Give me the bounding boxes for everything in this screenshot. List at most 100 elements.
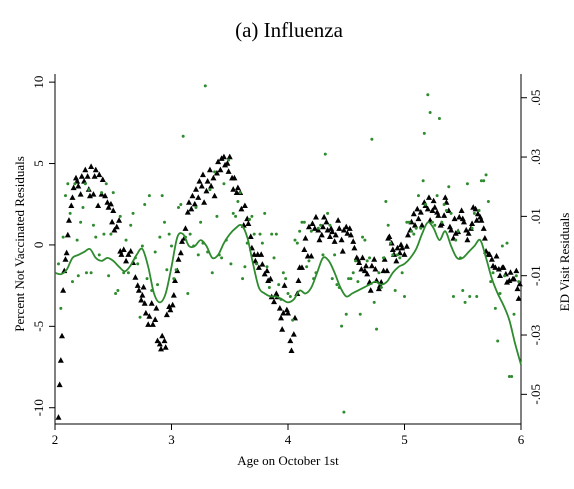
vaccination-residual-marker bbox=[247, 233, 254, 239]
vaccination-residual-marker bbox=[215, 158, 222, 165]
vaccination-residual-marker bbox=[105, 204, 112, 210]
vaccination-residual-marker bbox=[120, 246, 127, 253]
vaccination-residual-marker bbox=[116, 217, 123, 223]
vaccination-residual-marker bbox=[381, 256, 388, 262]
y-axis-left: -10 -5 0 5 10 bbox=[31, 76, 55, 416]
ed-visit-residual-dot bbox=[375, 327, 379, 331]
ed-visit-residual-dot bbox=[335, 283, 339, 287]
vaccination-residual-marker bbox=[361, 267, 368, 274]
vaccination-residual-marker bbox=[513, 267, 520, 274]
vaccination-residual-marker bbox=[63, 249, 70, 256]
ed-visit-residual-dot bbox=[396, 253, 400, 257]
ed-visit-residual-dot bbox=[100, 191, 104, 195]
ed-visit-residual-dot bbox=[307, 259, 311, 263]
ed-visit-residual-dot bbox=[243, 265, 247, 269]
ed-visit-residual-dot bbox=[319, 223, 323, 227]
ed-visit-residual-dot bbox=[370, 137, 374, 141]
ed-visit-residual-dot bbox=[229, 262, 233, 266]
vaccination-residual-marker bbox=[386, 233, 393, 239]
x-tick-label: 2 bbox=[52, 432, 59, 447]
ed-visit-residual-dot bbox=[302, 220, 306, 224]
vaccination-residual-marker bbox=[170, 291, 177, 298]
ed-visit-residual-dot bbox=[252, 232, 256, 236]
ed-visit-residual-dot bbox=[430, 220, 434, 224]
ed-visit-residual-dot bbox=[76, 274, 80, 278]
vaccination-residual-marker bbox=[169, 301, 176, 308]
vaccination-residual-marker bbox=[156, 340, 163, 347]
vaccination-residual-marker bbox=[241, 202, 248, 209]
ed-visit-residual-dot bbox=[507, 375, 511, 379]
ed-visit-residual-dot bbox=[145, 277, 149, 281]
ed-visit-residual-dot bbox=[260, 241, 264, 245]
vaccination-residual-marker bbox=[347, 231, 354, 238]
vaccination-residual-marker bbox=[134, 282, 141, 288]
vaccination-residual-marker bbox=[393, 257, 400, 264]
vaccination-residual-marker bbox=[149, 321, 156, 327]
vaccination-residual-marker bbox=[363, 262, 370, 269]
vaccination-residual-marker bbox=[514, 285, 521, 292]
vaccination-residual-marker bbox=[338, 236, 345, 243]
vaccination-residual-marker bbox=[153, 305, 160, 311]
vaccination-residual-marker bbox=[81, 178, 88, 184]
ed-visit-residual-dot bbox=[510, 375, 514, 379]
ed-visit-residual-dot bbox=[344, 312, 348, 316]
vaccination-residual-marker bbox=[323, 218, 330, 225]
ed-visit-residual-dot bbox=[138, 315, 142, 319]
ed-visit-residual-dot bbox=[102, 232, 106, 236]
ed-visit-residual-dot bbox=[326, 211, 330, 215]
ed-visit-residual-dot bbox=[97, 253, 101, 257]
ed-visit-residual-dot bbox=[493, 306, 497, 310]
vaccination-residual-marker bbox=[280, 309, 287, 316]
vaccination-residual-marker bbox=[245, 220, 252, 226]
x-tick-label: 4 bbox=[285, 432, 292, 447]
vaccination-residual-marker bbox=[431, 204, 438, 210]
ed-visit-residual-dot bbox=[136, 262, 140, 266]
vaccination-residual-marker bbox=[368, 262, 375, 269]
vaccination-residual-marker bbox=[375, 285, 382, 292]
vaccination-residual-marker bbox=[90, 191, 97, 197]
vaccination-residual-marker bbox=[175, 256, 182, 262]
vaccination-residual-marker bbox=[158, 345, 165, 352]
ed-visit-residual-dot bbox=[79, 220, 83, 224]
ed-visit-residual-dot bbox=[349, 277, 353, 281]
y-right-tick-label: -.03 bbox=[528, 325, 543, 346]
vaccination-residual-marker bbox=[340, 226, 347, 233]
ed-visit-residual-dot bbox=[449, 211, 453, 215]
ed-visit-residual-dot bbox=[156, 283, 160, 287]
ed-visit-residual-dot bbox=[234, 214, 238, 218]
ed-visit-residual-dot bbox=[354, 259, 358, 263]
ed-visit-residual-dot bbox=[165, 268, 169, 272]
vaccination-residual-marker bbox=[424, 205, 431, 212]
ed-visit-residual-dot bbox=[70, 280, 74, 284]
ed-visit-residual-dot bbox=[321, 253, 325, 257]
vaccination-residual-marker bbox=[481, 235, 488, 241]
ed-visit-residual-dot bbox=[461, 289, 465, 293]
ed-visit-residual-dot bbox=[179, 203, 183, 207]
vaccination-residual-marker bbox=[389, 246, 396, 253]
ed-visit-residual-dot bbox=[222, 182, 226, 186]
vaccination-residual-marker bbox=[511, 275, 518, 282]
ed-visit-residual-dot bbox=[475, 294, 479, 298]
vaccination-residual-marker bbox=[195, 194, 202, 200]
ed-visit-residual-dot bbox=[428, 111, 432, 115]
vaccination-residual-marker bbox=[178, 238, 185, 244]
vaccination-residual-marker bbox=[148, 300, 155, 306]
vaccination-residual-marker bbox=[95, 202, 102, 209]
x-axis-label: Age on October 1st bbox=[237, 453, 339, 468]
ed-visit-residual-dot bbox=[447, 185, 451, 189]
ed-visit-residual-dot bbox=[514, 274, 518, 278]
vaccination-residual-marker bbox=[279, 326, 286, 332]
ed-visit-residual-dot bbox=[143, 203, 147, 207]
vaccination-residual-marker bbox=[495, 265, 502, 272]
vaccination-residual-marker bbox=[203, 187, 210, 194]
ed-visit-residual-dot bbox=[75, 238, 79, 242]
ed-visit-residual-dot bbox=[454, 238, 458, 242]
vaccination-residual-marker bbox=[285, 309, 291, 316]
ed-visit-residual-dot bbox=[241, 277, 245, 281]
y-right-tick-label: .03 bbox=[528, 149, 543, 165]
ed-visit-residual-dot bbox=[66, 182, 70, 186]
vaccination-residual-marker bbox=[283, 306, 290, 313]
x-axis: 2 3 4 5 6 bbox=[52, 424, 525, 447]
vaccination-residual-marker bbox=[56, 381, 63, 388]
ed-visit-residual-dot bbox=[500, 244, 504, 248]
